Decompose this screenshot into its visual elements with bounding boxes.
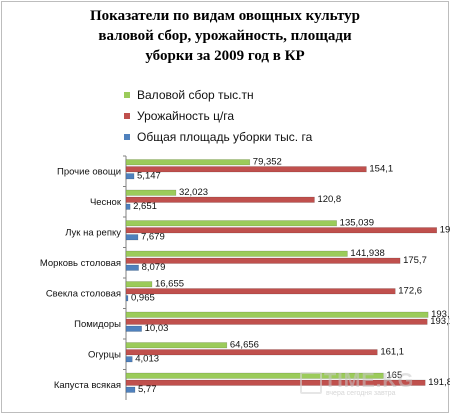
bar-harvest	[125, 250, 348, 257]
bar-yield	[125, 288, 396, 295]
data-label: 8,079	[142, 262, 166, 273]
legend-label-yield: Урожайность ц/га	[137, 108, 235, 123]
watermark-tagline: вчера сегодня завтра	[326, 390, 396, 397]
bar-yield	[125, 166, 367, 173]
title-line-1: Показатели по видам овощных культур	[90, 8, 360, 24]
legend-item-harvest: Валовой сбор тыс.тн	[124, 84, 312, 105]
data-label: 199,2	[440, 225, 450, 236]
data-label: 191,8	[428, 377, 450, 388]
legend-item-area: Общая площадь уборки тыс. га	[124, 126, 312, 147]
data-label: 79,352	[253, 157, 282, 168]
data-label: 175,7	[403, 255, 427, 266]
legend-label-harvest: Валовой сбор тыс.тн	[137, 87, 254, 102]
bar-yield	[125, 379, 426, 386]
data-label: 161,1	[380, 347, 404, 358]
data-label: 0,965	[131, 293, 155, 304]
data-label: 10,03	[145, 323, 169, 334]
data-label: 2,651	[133, 201, 157, 212]
bar-area	[125, 173, 135, 180]
data-label: 141,938	[350, 248, 384, 259]
bar-yield	[125, 318, 428, 325]
bar-harvest	[125, 189, 177, 196]
data-label: 7,679	[141, 232, 165, 243]
data-label: 32,023	[179, 187, 208, 198]
data-label: 193,1	[430, 316, 450, 327]
bar-harvest	[125, 342, 228, 349]
data-label: 16,655	[155, 279, 184, 290]
bar-harvest	[125, 281, 153, 288]
bar-area	[125, 234, 139, 241]
data-label: 135,039	[340, 218, 374, 229]
legend-item-yield: Урожайность ц/га	[124, 105, 312, 126]
bar-area	[125, 295, 129, 302]
data-label: 165	[386, 370, 402, 381]
bar-area	[125, 203, 131, 210]
bar-area	[125, 386, 136, 393]
category-label: Прочие овощи	[57, 166, 121, 177]
data-label: 172,6	[398, 286, 422, 297]
category-label: Помидоры	[74, 319, 121, 330]
watermark-hourglass-icon	[300, 372, 322, 394]
data-label: 5,147	[137, 171, 161, 182]
watermark-logo: TIME.KG	[324, 370, 415, 392]
data-label: 5,77	[138, 384, 157, 395]
bar-yield	[125, 349, 378, 356]
bar-yield	[125, 196, 315, 203]
category-label: Огурцы	[88, 349, 121, 360]
bar-harvest	[125, 311, 429, 318]
title-line-3: уборки за 2009 год в КР	[145, 48, 305, 64]
category-label: Капуста всякая	[54, 380, 121, 391]
data-label: 120,8	[317, 194, 341, 205]
bar-yield	[125, 227, 438, 234]
bar-harvest	[125, 220, 337, 227]
data-label: 154,1	[369, 164, 393, 175]
watermark: TIME.KG вчера сегодня завтра	[300, 370, 414, 397]
bar-harvest	[125, 159, 251, 166]
category-label: Свекла столовая	[46, 288, 121, 299]
chart-legend: Валовой сбор тыс.тн Урожайность ц/га Общ…	[124, 84, 312, 147]
category-label: Чеснок	[90, 197, 122, 208]
bar-area	[125, 356, 133, 363]
title-line-2: валовой сбор, урожайность, площади	[98, 28, 352, 44]
category-label: Лук на репку	[65, 227, 121, 238]
data-label: 193,662	[431, 309, 450, 320]
legend-label-area: Общая площадь уборки тыс. га	[137, 129, 313, 144]
bar-yield	[125, 257, 401, 264]
legend-swatch-red	[124, 112, 130, 119]
bar-harvest	[125, 372, 384, 379]
bar-area	[125, 325, 142, 332]
bar-area	[125, 264, 139, 271]
data-label: 64,656	[230, 340, 259, 351]
category-label: Морковь столовая	[40, 258, 121, 269]
legend-swatch-blue	[124, 133, 130, 140]
chart-title: Показатели по видам овощных культур вало…	[0, 6, 450, 66]
legend-swatch-green	[124, 91, 130, 98]
data-label: 4,013	[135, 354, 159, 365]
